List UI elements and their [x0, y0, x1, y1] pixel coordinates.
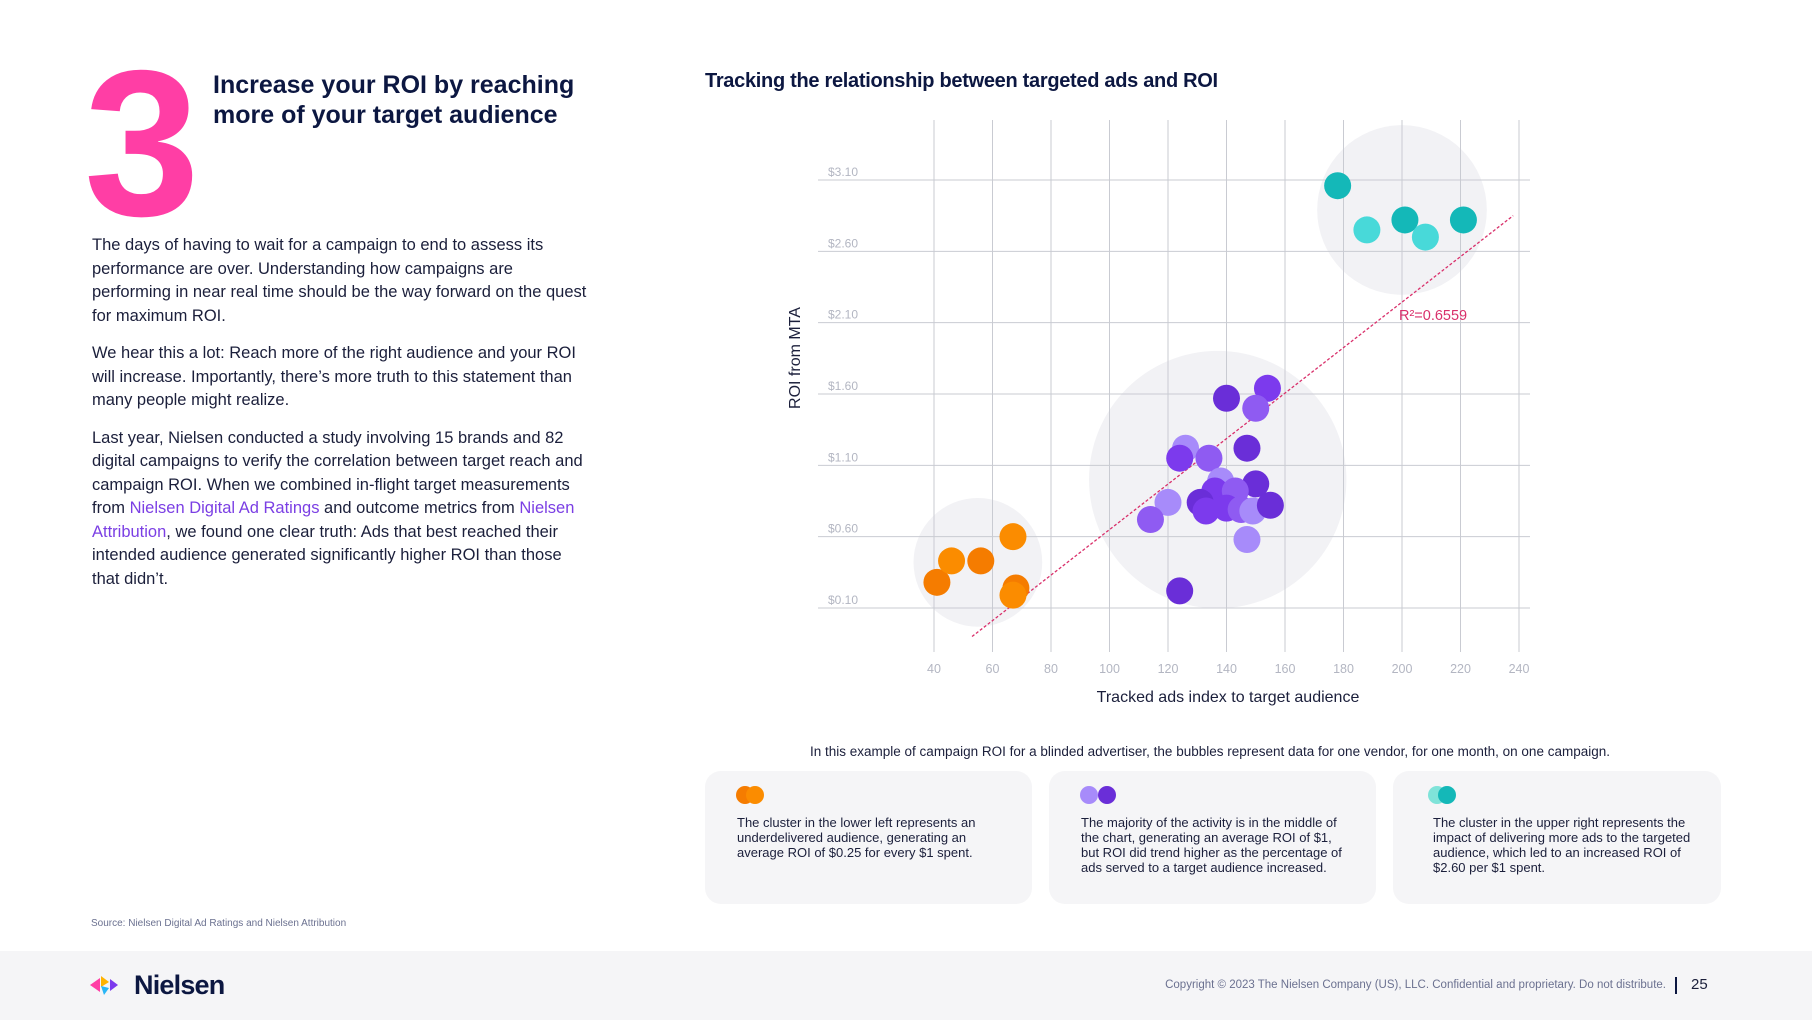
- paragraph-3-part-b: and outcome metrics from: [319, 499, 520, 517]
- x-tick-label: 180: [1333, 662, 1354, 676]
- data-point-middle: [1192, 497, 1220, 525]
- paragraph-3-part-a: Last year, Nielsen conducted a study inv…: [92, 428, 583, 518]
- data-point-middle: [1166, 444, 1194, 472]
- x-tick-label: 140: [1216, 662, 1237, 676]
- y-axis-title: ROI from MTA: [787, 307, 804, 409]
- page-headline: Increase your ROI by reaching more of yo…: [213, 71, 575, 129]
- section-number: 3: [84, 28, 200, 260]
- data-point-middle: [1242, 470, 1270, 498]
- data-point-lower-left: [923, 568, 951, 596]
- data-point-lower-left: [938, 547, 966, 575]
- y-tick-label: $1.60: [828, 379, 858, 393]
- swatch-dot-a: [1080, 786, 1098, 804]
- chart-caption: In this example of campaign ROI for a bl…: [810, 744, 1610, 759]
- data-point-upper-right: [1449, 206, 1477, 234]
- x-tick-label: 80: [1044, 662, 1058, 676]
- data-point-upper-right: [1324, 172, 1352, 200]
- card-text: The majority of the activity is in the m…: [1081, 815, 1342, 875]
- chart-title: Tracking the relationship between target…: [705, 70, 1218, 92]
- y-tick-label: $2.60: [828, 236, 858, 250]
- x-axis-title: Tracked ads index to target audience: [1097, 689, 1360, 706]
- data-point-middle: [1166, 577, 1194, 605]
- y-tick-label: $3.10: [828, 165, 858, 179]
- x-tick-label: 40: [927, 662, 941, 676]
- y-tick-label: $0.10: [828, 593, 858, 607]
- y-tick-label: $1.10: [828, 450, 858, 464]
- paragraph-1: The days of having to wait for a campaig…: [92, 236, 587, 325]
- page-number: 25: [1691, 976, 1708, 993]
- card-upper-right: The cluster in the upper right represent…: [1393, 771, 1721, 904]
- data-point-middle: [1195, 444, 1223, 472]
- data-point-lower-left: [999, 581, 1027, 609]
- x-tick-label: 120: [1158, 662, 1179, 676]
- data-point-middle: [1256, 491, 1284, 519]
- swatch-dot-b: [1438, 786, 1456, 804]
- footer-divider: [1675, 977, 1677, 994]
- data-point-middle: [1233, 526, 1261, 554]
- data-point-middle: [1136, 506, 1164, 534]
- data-point-lower-left: [967, 547, 995, 575]
- body-text: The days of having to wait for a campaig…: [92, 234, 592, 605]
- card-middle: The majority of the activity is in the m…: [1049, 771, 1376, 904]
- data-point-upper-right: [1391, 206, 1419, 234]
- x-tick-label: 200: [1392, 662, 1413, 676]
- trend-line: [971, 215, 1514, 638]
- card-text: The cluster in the upper right represent…: [1433, 815, 1691, 875]
- copyright-text: Copyright © 2023 The Nielsen Company (US…: [1165, 979, 1666, 991]
- scatter-chart: $0.10 $0.60 $1.10 $1.60 $2.10 $2.60 $3.10 40 60 8…: [787, 120, 1530, 706]
- r-squared-label: R²=0.6559: [1399, 308, 1467, 324]
- x-tick-label: 100: [1099, 662, 1120, 676]
- data-point-middle: [1233, 434, 1261, 462]
- data-point-upper-right: [1353, 216, 1381, 244]
- data-point-lower-left: [999, 523, 1027, 551]
- x-tick-label: 220: [1450, 662, 1471, 676]
- swatch-dot-b: [1098, 786, 1116, 804]
- footer-bar: [0, 951, 1812, 1020]
- swatch-dot-b: [746, 786, 764, 804]
- x-tick-label: 240: [1509, 662, 1530, 676]
- card-text: The cluster in the lower left represents…: [737, 815, 976, 860]
- data-point-middle: [1253, 374, 1281, 402]
- data-point-middle: [1154, 488, 1182, 516]
- y-tick-label: $2.10: [828, 308, 858, 322]
- data-point-middle: [1242, 394, 1270, 422]
- nielsen-logo-icon: [90, 976, 118, 995]
- x-tick-label: 160: [1275, 662, 1296, 676]
- data-point-upper-right: [1411, 223, 1439, 251]
- paragraph-2: We hear this a lot: Reach more of the ri…: [92, 344, 576, 409]
- purple-bubbles-icon: [1080, 786, 1116, 804]
- source-note: Source: Nielsen Digital Ad Ratings and N…: [91, 918, 347, 929]
- data-point-middle: [1213, 384, 1240, 412]
- paragraph-3: Last year, Nielsen conducted a study inv…: [92, 427, 592, 592]
- logo-wordmark: Nielsen: [134, 969, 225, 1000]
- link-digital-ad-ratings[interactable]: Nielsen Digital Ad Ratings: [129, 499, 320, 517]
- orange-bubbles-icon: [736, 786, 766, 804]
- nielsen-logo: Nielsen: [90, 969, 225, 1000]
- x-tick-label: 60: [986, 662, 1000, 676]
- card-lower-left: The cluster in the lower left represents…: [705, 771, 1032, 904]
- teal-bubbles-icon: [1428, 786, 1458, 804]
- paragraph-3-part-c: , we found one clear truth: Ads that bes…: [92, 522, 562, 588]
- y-tick-label: $0.60: [828, 522, 858, 536]
- link-nielsen-attribution[interactable]: Nielsen Attribution: [92, 499, 575, 541]
